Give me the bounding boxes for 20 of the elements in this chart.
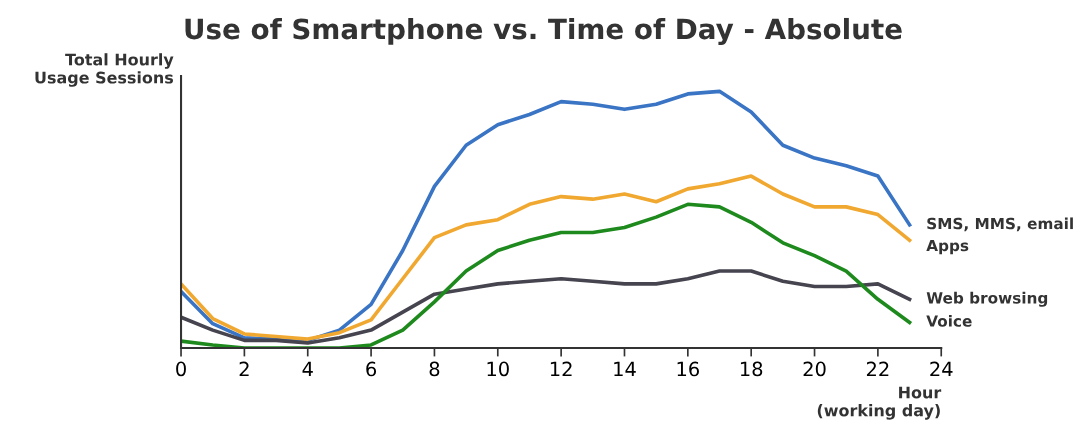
x-tick-label: 4 [302,361,313,377]
x-tick-label: 16 [677,361,699,377]
series-label: SMS, MMS, email [927,217,1073,232]
x-tick-label: 18 [740,361,763,377]
series-label: Apps [926,239,969,255]
x-tick-label: 12 [550,361,572,377]
y-axis-title: Total Hourly Usage Sessions [35,53,174,87]
x-axis-title: Hour (working day) [817,386,942,420]
series-label: Voice [926,315,972,327]
series-label: Web browsing [926,291,1048,307]
x-tick-label: 0 [176,361,186,377]
x-tick-label: 10 [487,361,509,377]
x-tick-label: 8 [429,361,440,377]
x-tick-label: 20 [803,361,826,377]
x-tick-label: 6 [366,361,377,377]
x-tick-label: 2 [239,361,249,377]
chart-title: Use of Smartphone vs. Time of Day - Absolute [185,17,902,46]
x-tick-label: 24 [930,361,953,377]
x-tick-label: 22 [866,361,889,377]
x-tick-label: 14 [614,361,636,377]
